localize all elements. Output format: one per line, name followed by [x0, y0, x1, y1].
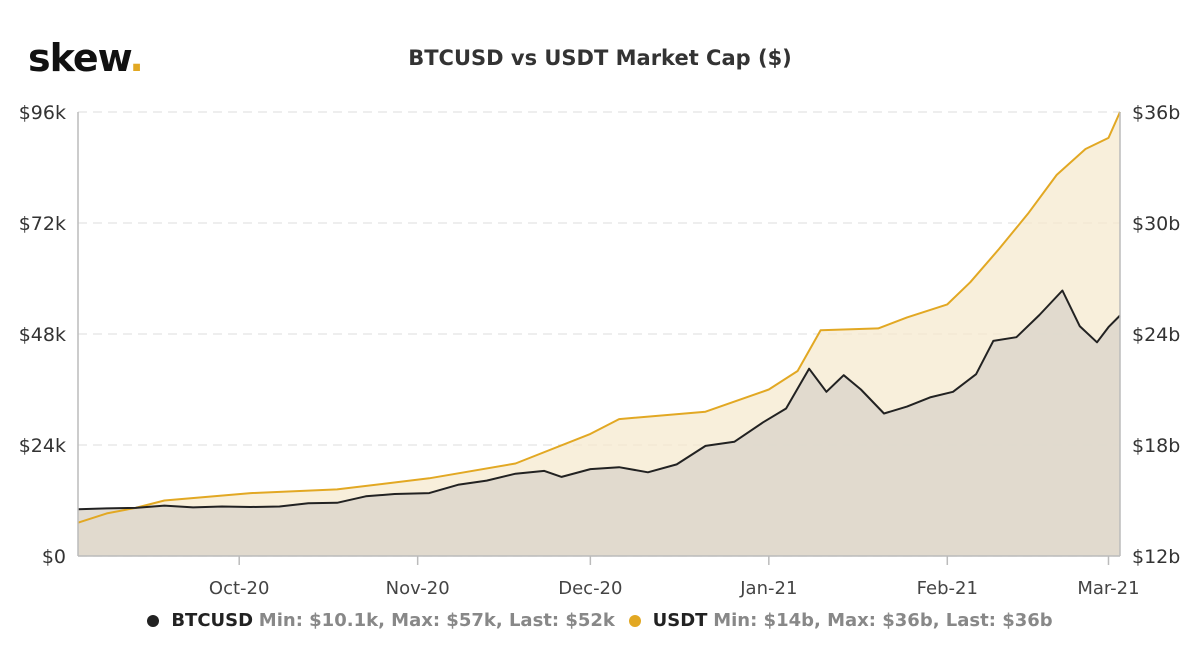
area-btcusd — [78, 290, 1120, 556]
legend-label-usdt: USDT — [652, 610, 708, 631]
y-left-tick-label-0: $0 — [42, 546, 66, 568]
legend-swatch-btcusd — [147, 615, 160, 627]
y-left-tick-label-4: $96k — [19, 102, 66, 124]
legend-label-btcusd: BTCUSD — [171, 610, 254, 631]
y-left-tick-label-3: $72k — [19, 213, 66, 235]
legend-item-btcusd[interactable]: BTCUSD Min: $10.1k, Max: $57k, Last: $52… — [147, 610, 615, 631]
axes: $0 $24k $48k $72k $96k $12b $18b $24b $30b $36b Oc… — [19, 102, 1181, 599]
x-tick-label-0: Oct-20 — [209, 578, 270, 599]
y-right-tick-label-4: $36b — [1132, 102, 1180, 124]
x-tick-label-3: Jan-21 — [739, 578, 797, 599]
x-tick-label-1: Nov-20 — [386, 578, 450, 599]
y-right-tick-label-2: $24b — [1132, 324, 1180, 346]
skew-logo: skew. — [28, 36, 144, 80]
legend-swatch-usdt — [628, 615, 641, 627]
series-areas — [78, 112, 1120, 556]
x-tick-label-2: Dec-20 — [558, 578, 622, 599]
x-tick-label-4: Feb-21 — [917, 578, 978, 599]
y-left-tick-label-2: $48k — [19, 324, 66, 346]
line-usdt — [77, 111, 1121, 524]
chart-title: BTCUSD vs USDT Market Cap ($) — [408, 46, 792, 70]
legend-stats-usdt: Min: $14b, Max: $36b, Last: $36b — [713, 610, 1053, 631]
y-right-tick-label-1: $18b — [1132, 435, 1180, 457]
y-right-tick-label-3: $30b — [1132, 213, 1180, 235]
legend-item-usdt[interactable]: USDT Min: $14b, Max: $36b, Last: $36b — [628, 610, 1053, 631]
chart-legend: BTCUSD Min: $10.1k, Max: $57k, Last: $52… — [0, 610, 1200, 631]
y-right-tick-label-0: $12b — [1132, 546, 1180, 568]
y-left-tick-label-1: $24k — [19, 435, 66, 457]
x-tick-label-5: Mar-21 — [1077, 578, 1139, 599]
legend-stats-btcusd: Min: $10.1k, Max: $57k, Last: $52k — [258, 610, 615, 631]
